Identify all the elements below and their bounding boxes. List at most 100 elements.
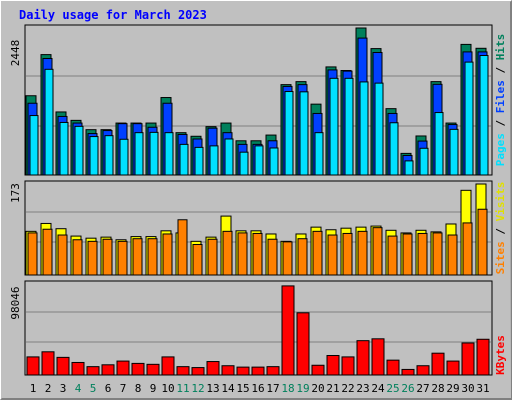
- kbytes-bar-31: [476, 338, 490, 376]
- sites-bar-13: [207, 238, 218, 276]
- kbytes-bar-7: [116, 360, 130, 376]
- legend-pages: Pages: [494, 133, 507, 166]
- pages-bar-14: [224, 138, 234, 176]
- day-label-23: 23: [356, 382, 369, 395]
- kbytes-bar-11: [176, 366, 190, 376]
- pages-bar-16: [254, 145, 264, 176]
- kbytes-scale-label: 98046: [9, 286, 22, 319]
- sites-bar-8: [132, 238, 143, 276]
- kbytes-bar-28: [431, 352, 445, 376]
- visits-legend: Sites / Visits: [494, 182, 507, 275]
- kbytes-bar-10: [161, 356, 175, 376]
- kbytes-bar-2: [41, 351, 55, 376]
- sites-bar-27: [417, 232, 428, 276]
- pages-bar-5: [89, 136, 99, 176]
- kbytes-bar-29: [446, 360, 460, 376]
- day-label-14: 14: [221, 382, 235, 395]
- kbytes-bar-6: [101, 364, 115, 376]
- day-label-7: 7: [120, 382, 127, 395]
- kbytes-bar-27: [416, 365, 430, 376]
- kbytes-bar-17: [266, 366, 280, 376]
- kbytes-legend: KBytes: [494, 335, 507, 375]
- day-label-13: 13: [206, 382, 219, 395]
- kbytes-bar-26: [401, 368, 415, 376]
- day-label-30: 30: [461, 382, 474, 395]
- kbytes-bar-20: [311, 364, 325, 376]
- day-label-29: 29: [446, 382, 459, 395]
- day-label-25: 25: [386, 382, 399, 395]
- day-label-21: 21: [326, 382, 339, 395]
- day-label-3: 3: [60, 382, 67, 395]
- chart-title: Daily usage for March 2023: [19, 8, 207, 22]
- pages-bar-29: [449, 128, 459, 176]
- pages-bar-27: [419, 147, 429, 176]
- sites-bar-22: [342, 232, 353, 276]
- sites-bar-21: [327, 234, 338, 276]
- kbytes-bar-8: [131, 362, 145, 376]
- day-label-20: 20: [311, 382, 324, 395]
- sites-bar-10: [162, 233, 173, 276]
- pages-bar-3: [59, 121, 69, 176]
- day-label-5: 5: [90, 382, 97, 395]
- sites-bar-2: [42, 228, 53, 276]
- kbytes-bar-15: [236, 366, 250, 376]
- pages-bar-25: [389, 122, 399, 176]
- hits-scale-label: 2448: [9, 40, 22, 67]
- kbytes-bar-25: [386, 359, 400, 376]
- sites-bar-14: [222, 230, 233, 276]
- pages-bar-13: [209, 145, 219, 176]
- pages-bar-9: [149, 131, 159, 176]
- sites-bar-9: [147, 238, 158, 276]
- day-label-4: 4: [75, 382, 82, 395]
- visits-scale-label: 173: [9, 183, 22, 203]
- day-label-27: 27: [416, 382, 429, 395]
- pages-bar-15: [239, 151, 249, 176]
- pages-bar-17: [269, 147, 279, 176]
- sites-bar-19: [297, 238, 308, 276]
- sites-bar-28: [432, 232, 443, 276]
- kbytes-bar-16: [251, 366, 265, 376]
- day-label-15: 15: [236, 382, 249, 395]
- kbytes-bar-4: [71, 361, 85, 376]
- legend-sep-2: /: [494, 60, 507, 80]
- pages-bar-12: [194, 146, 204, 176]
- day-label-1: 1: [30, 382, 37, 395]
- sites-bar-25: [387, 235, 398, 276]
- sites-bar-4: [72, 239, 83, 276]
- pages-bar-8: [134, 132, 144, 176]
- sites-bar-20: [312, 230, 323, 276]
- kbytes-bar-23: [356, 340, 370, 376]
- sites-bar-17: [267, 238, 278, 276]
- pages-bar-11: [179, 143, 189, 176]
- sites-bar-6: [102, 238, 113, 276]
- pages-bar-21: [329, 77, 339, 176]
- pages-bar-22: [344, 77, 354, 176]
- sites-bar-23: [357, 230, 368, 276]
- kbytes-bar-5: [86, 366, 100, 376]
- sites-bar-15: [237, 232, 248, 276]
- pages-bar-2: [44, 68, 54, 176]
- day-label-22: 22: [341, 382, 354, 395]
- sites-bar-3: [57, 234, 68, 276]
- sites-bar-1: [27, 232, 38, 276]
- kbytes-bar-13: [206, 361, 220, 376]
- legend-kbytes: KBytes: [494, 335, 507, 375]
- kbytes-bar-3: [56, 356, 70, 376]
- day-label-17: 17: [266, 382, 279, 395]
- pages-bar-24: [374, 82, 384, 176]
- day-label-28: 28: [431, 382, 444, 395]
- sites-bar-31: [477, 208, 488, 276]
- kbytes-panel: [24, 280, 493, 376]
- sites-bar-11: [177, 219, 188, 276]
- pages-bar-10: [164, 132, 174, 176]
- sites-bar-16: [252, 232, 263, 276]
- legend-files: Files: [494, 80, 507, 113]
- day-label-8: 8: [135, 382, 142, 395]
- chart-marks: 1 2 3 4 5 6 7 8 9 10 11 12 13 14 15 16 17 18 19 20 21 22 23 24 2…: [25, 27, 491, 395]
- day-label-24: 24: [371, 382, 385, 395]
- sites-bar-24: [372, 227, 383, 276]
- sites-bar-7: [117, 240, 128, 276]
- sites-bar-12: [192, 243, 203, 276]
- legend-sep-1: /: [494, 113, 507, 133]
- pages-bar-4: [74, 125, 84, 176]
